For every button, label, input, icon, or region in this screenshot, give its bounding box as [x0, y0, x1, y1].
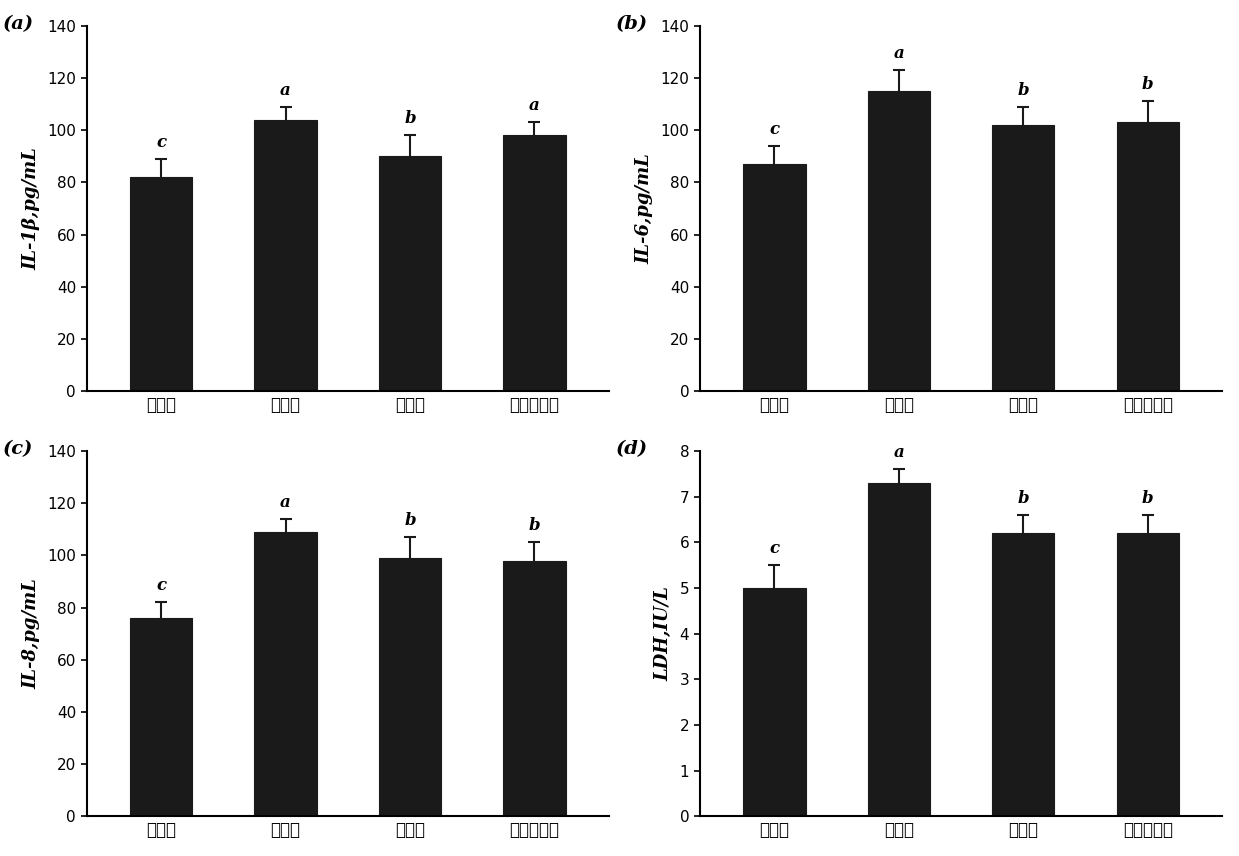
Text: b: b [1017, 490, 1030, 507]
Bar [867, 483, 930, 817]
Text: a: a [280, 81, 291, 98]
Text: (d): (d) [616, 440, 648, 458]
Bar [503, 135, 565, 391]
Text: a: a [529, 98, 540, 114]
Bar [867, 91, 930, 391]
Bar [503, 561, 565, 817]
Bar [743, 588, 805, 817]
Text: b: b [1017, 81, 1030, 98]
Text: c: c [769, 121, 779, 138]
Text: b: b [529, 517, 540, 534]
Text: b: b [404, 110, 416, 128]
Bar [254, 120, 317, 391]
Text: c: c [156, 577, 166, 594]
Bar [992, 533, 1054, 817]
Y-axis label: IL-1β,pg/mL: IL-1β,pg/mL [22, 147, 40, 270]
Bar [1116, 122, 1178, 391]
Text: (c): (c) [2, 440, 33, 458]
Text: a: a [280, 494, 291, 511]
Text: c: c [769, 540, 779, 557]
Text: (b): (b) [616, 15, 648, 33]
Text: (a): (a) [2, 15, 33, 33]
Bar [743, 164, 805, 391]
Text: a: a [893, 45, 904, 62]
Text: b: b [1142, 490, 1154, 507]
Text: a: a [893, 444, 904, 461]
Bar [130, 618, 192, 817]
Y-axis label: IL-6,pg/mL: IL-6,pg/mL [636, 153, 653, 264]
Bar [254, 532, 317, 817]
Text: c: c [156, 134, 166, 151]
Y-axis label: LDH,IU/L: LDH,IU/L [654, 586, 673, 681]
Bar [379, 558, 441, 817]
Text: b: b [404, 512, 416, 529]
Bar [379, 157, 441, 391]
Bar [992, 125, 1054, 391]
Y-axis label: IL-8,pg/mL: IL-8,pg/mL [22, 579, 40, 689]
Text: b: b [1142, 76, 1154, 93]
Bar [1116, 533, 1178, 817]
Bar [130, 177, 192, 391]
